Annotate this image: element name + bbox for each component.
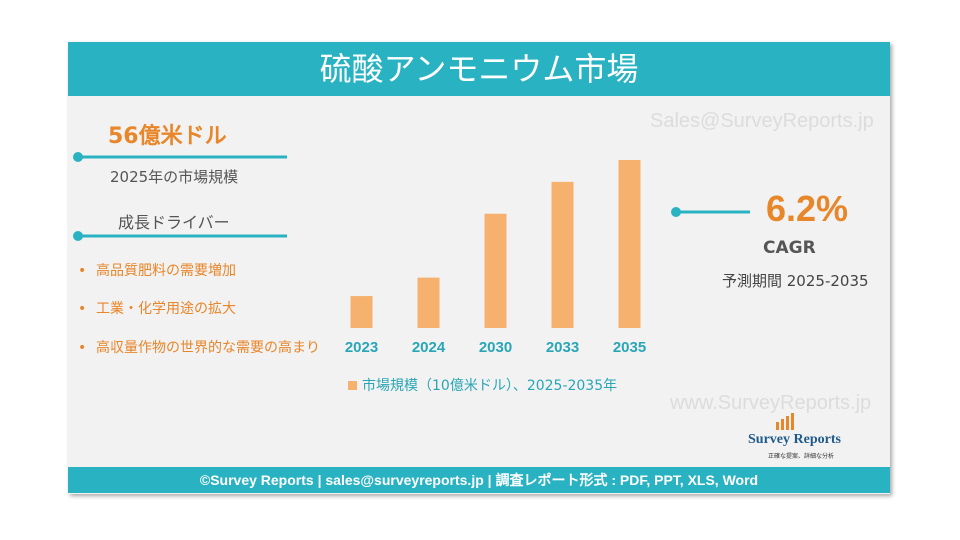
driver: 高収量作物の世界的な需要の高まり	[78, 330, 343, 366]
market-size-label: 2025年の市場規模	[110, 168, 239, 186]
dot	[671, 207, 681, 217]
legend-label: 市場規模（10億米ドル）、2025-2035年	[362, 377, 617, 394]
driver: 工業・化学用途の拡大	[78, 291, 343, 327]
x-tick-label: 2024	[412, 339, 446, 356]
driver: 高品質肥料の需要増加	[78, 253, 343, 289]
legend-swatch	[348, 381, 357, 390]
market-size: 56億米ドル	[108, 124, 227, 149]
footer: ©Survey Reports | sales@surveyreports.jp…	[68, 467, 890, 493]
dot	[73, 231, 83, 241]
drivers-title: 成長ドライバー	[118, 213, 230, 232]
period: 予測期間 2025-2035	[722, 272, 869, 290]
watermark: Sales@SurveyReports.jp	[650, 110, 874, 132]
x-tick-label: 2033	[546, 339, 579, 356]
dot	[73, 152, 83, 162]
header-title: 硫酸アンモニウム市場	[68, 42, 890, 96]
bar	[350, 296, 373, 328]
x-tick-label: 2023	[345, 339, 378, 356]
cagr-label: CAGR	[763, 238, 816, 258]
bar	[484, 213, 507, 328]
x-tick-label: 2035	[613, 339, 646, 356]
x-tick-label: 2030	[479, 339, 512, 356]
logo-icon	[776, 413, 794, 430]
cagr-value: 6.2%	[766, 188, 849, 229]
bar	[618, 160, 641, 328]
bar	[551, 181, 574, 328]
watermark: www.SurveyReports.jp	[670, 392, 872, 414]
logo-tagline: 正確な提案、詳細な分析	[768, 453, 835, 460]
bar	[417, 277, 440, 328]
logo-name: Survey Reports	[748, 432, 841, 447]
